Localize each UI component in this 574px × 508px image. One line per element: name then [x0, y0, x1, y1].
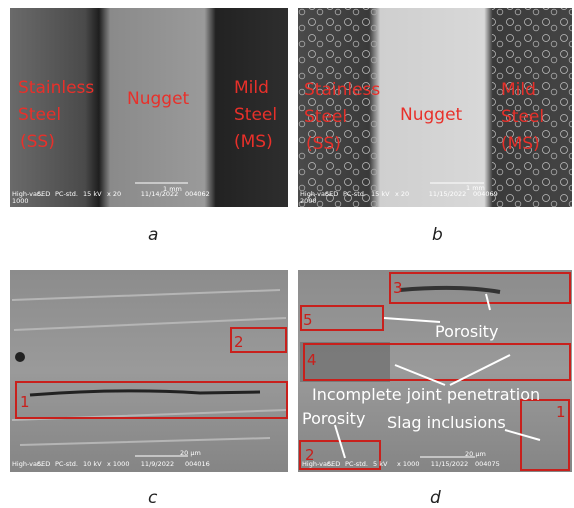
footer-text: PC-std. [343, 190, 366, 198]
scale-label: 20 µm [465, 450, 486, 458]
label: Steel [304, 107, 347, 127]
footer-text: 004062 [185, 190, 210, 198]
footer-text: 10 kV [83, 460, 102, 468]
footer-text: 004016 [185, 460, 210, 468]
figure: Stainless Steel (SS) Nugget Mild Steel (… [0, 0, 574, 508]
footer-text: x 1000 [107, 460, 129, 468]
label: Steel [234, 105, 277, 125]
label: (MS) [234, 132, 273, 152]
panel-b: Stainless Steel (SS) Nugget Mild Steel (… [298, 8, 572, 245]
caption: a [148, 225, 158, 245]
label: Mild [234, 78, 269, 98]
label: Steel [501, 107, 544, 127]
panel-d: 3 5 4 2 1 Porosity Incomplete joint pene… [298, 270, 572, 508]
footer-text: 2000 [300, 197, 317, 205]
footer-text: x 20 [395, 190, 409, 198]
footer-text: SED [37, 190, 50, 198]
label: Mild [501, 80, 536, 100]
footer-text: 11/14/2022 [141, 190, 178, 198]
footer-text: 004075 [475, 460, 500, 468]
label: 4 [307, 351, 317, 369]
footer-text: 5 kV [373, 460, 388, 468]
footer-text: 11/9/2022 [141, 460, 174, 468]
label: Steel [18, 105, 61, 125]
footer-text: 004069 [473, 190, 498, 198]
footer-text: PC-std. [55, 460, 78, 468]
footer-text: 15 kV [83, 190, 102, 198]
label: (SS) [20, 132, 55, 152]
label: Nugget [400, 105, 463, 125]
footer-text: SED [37, 460, 50, 468]
footer-text: 11/15/2022 [431, 460, 468, 468]
footer-text: 11/15/2022 [429, 190, 466, 198]
annotation: Porosity [435, 322, 498, 341]
scale-label: 20 µm [180, 449, 201, 457]
footer-text: PC-std. [345, 460, 368, 468]
label: 1 [20, 393, 30, 411]
label: 5 [303, 311, 313, 329]
label: 3 [393, 279, 403, 297]
label: Nugget [127, 89, 190, 109]
caption: b [432, 225, 443, 245]
footer-text: PC-std. [55, 190, 78, 198]
footer-text: SED [325, 190, 338, 198]
label: (MS) [501, 134, 540, 154]
footer-text: SED [327, 460, 340, 468]
footer-text: 15 kV [371, 190, 390, 198]
footer-text: x 20 [107, 190, 121, 198]
caption: c [148, 488, 158, 508]
label: Stainless [304, 80, 380, 100]
annotation: Slag inclusions [387, 413, 506, 432]
footer-text: x 1000 [397, 460, 419, 468]
footer-text: 1000 [12, 197, 29, 205]
caption: d [430, 488, 441, 508]
annotation: Porosity [302, 409, 365, 428]
label: Stainless [18, 78, 94, 98]
panel-a: Stainless Steel (SS) Nugget Mild Steel (… [10, 8, 288, 245]
label: 2 [234, 333, 244, 351]
label: (SS) [306, 134, 341, 154]
annotation: Incomplete joint penetration [312, 385, 540, 404]
label: 1 [556, 403, 566, 421]
defect [15, 352, 25, 362]
